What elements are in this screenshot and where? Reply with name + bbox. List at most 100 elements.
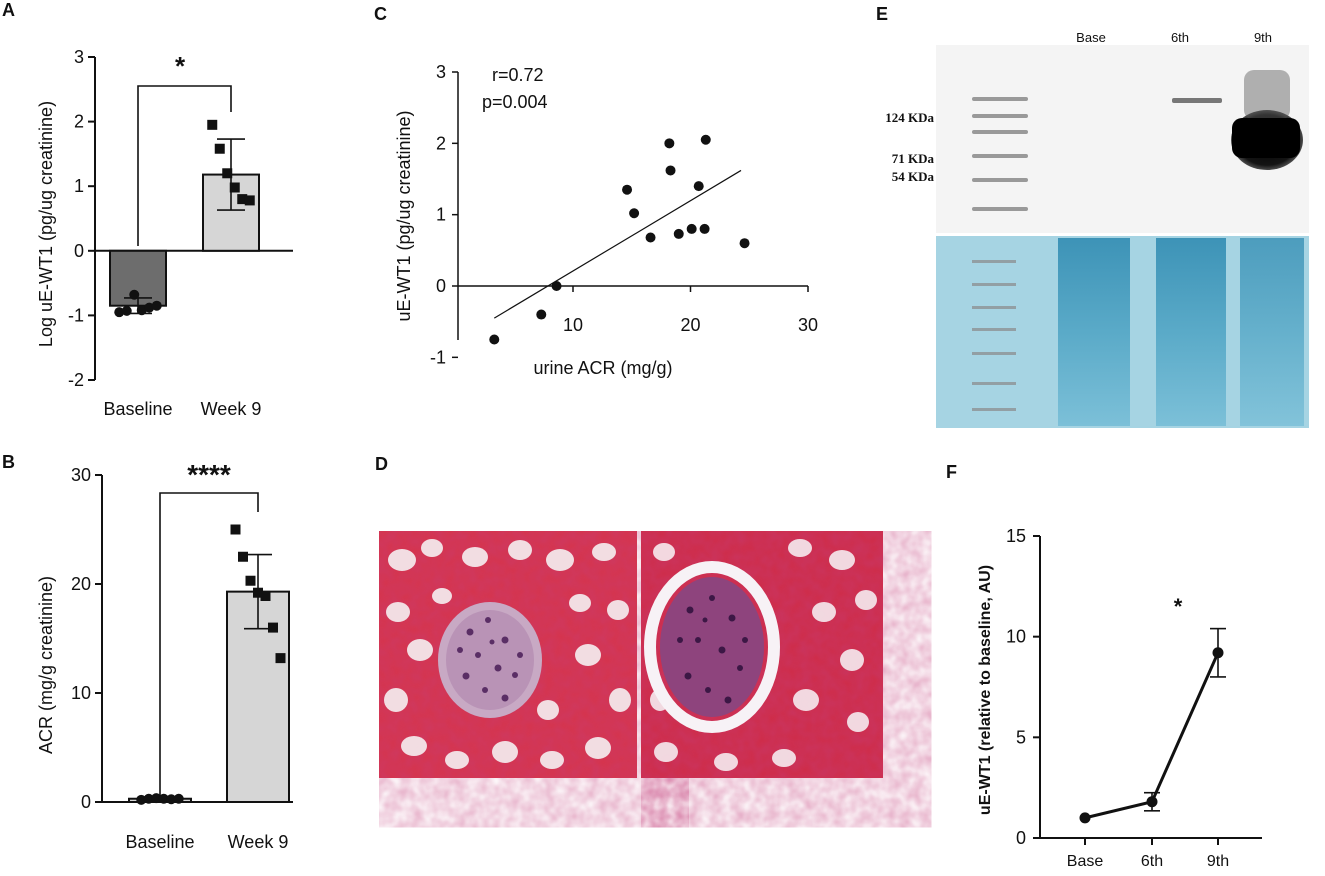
- a-data-point: [229, 182, 240, 193]
- blot-image: [936, 45, 1309, 428]
- b-data-point: [260, 590, 271, 601]
- b-data-point: [158, 793, 169, 804]
- chart-f: 0 5 10 15 Base 6th 9th: [1006, 526, 1262, 870]
- a-category-label: Baseline: [103, 399, 172, 419]
- b-data-point: [253, 587, 263, 598]
- b-y-tick-label: 10: [71, 683, 91, 703]
- panel-b: B 0 10 20 30 Baseline Week 9 ACR (mg/g creati…: [2, 452, 293, 852]
- f-data-point: [1212, 647, 1224, 659]
- c-data-point: [664, 138, 675, 149]
- c-x-tick-label: 10: [563, 315, 583, 335]
- a-y-tick-label: -1: [68, 305, 84, 325]
- a-data-point: [214, 143, 225, 154]
- panel-letter-e: E: [876, 4, 888, 24]
- ylabel-a: Log uE-WT1 (pg/ug creatinine): [36, 101, 56, 347]
- b-data-point: [230, 524, 241, 535]
- stat-p: p=0.004: [482, 92, 548, 112]
- significance-a: *: [175, 51, 186, 81]
- c-y-tick-label: -1: [430, 347, 446, 367]
- panel-letter-f: F: [946, 462, 957, 482]
- c-y-tick-label: 0: [436, 276, 446, 296]
- f-y-tick-label: 15: [1006, 526, 1026, 546]
- a-data-point: [207, 119, 218, 130]
- ylabel-b: ACR (mg/g creatinine): [36, 576, 56, 754]
- marker-label: 71 KDa: [892, 151, 935, 166]
- lane-label-9th: 9th: [1254, 30, 1272, 45]
- significance-f: *: [1174, 594, 1183, 619]
- c-y-tick-label: 2: [436, 133, 446, 153]
- a-y-tick-label: 1: [74, 176, 84, 196]
- b-data-point: [151, 793, 162, 804]
- f-data-point: [1146, 796, 1158, 808]
- b-data-point: [143, 793, 154, 804]
- b-data-point: [268, 622, 278, 633]
- b-data-point: [173, 793, 184, 804]
- f-data-point: [1079, 812, 1091, 824]
- c-data-point: [551, 281, 562, 291]
- c-data-point: [489, 334, 500, 345]
- b-data-point: [166, 794, 177, 805]
- a-data-point: [121, 305, 132, 316]
- b-data-point: [245, 575, 256, 586]
- chart-c: -1 0 1 2 3 10 20 30: [430, 62, 818, 367]
- ylabel-c: uE-WT1 (pg/ug creatinine): [394, 110, 414, 321]
- panel-letter-a: A: [2, 0, 15, 20]
- b-significance-bracket: [159, 492, 259, 796]
- b-data-point: [238, 551, 248, 562]
- c-data-point: [699, 223, 710, 234]
- stat-r: r=0.72: [492, 65, 544, 85]
- marker-label: 54 KDa: [892, 169, 935, 184]
- chart-b: 0 10 20 30 Baseline Week 9: [71, 465, 293, 852]
- c-x-tick-label: 30: [798, 315, 818, 335]
- a-data-point: [129, 289, 140, 300]
- f-x-tick-label: 6th: [1141, 853, 1163, 870]
- f-y-tick-label: 10: [1006, 627, 1026, 647]
- c-data-point: [645, 232, 656, 243]
- a-data-point: [222, 168, 233, 179]
- c-data-point: [693, 181, 704, 192]
- a-data-point: [136, 305, 147, 316]
- marker-label: 124 KDa: [885, 110, 934, 125]
- c-data-point: [739, 238, 750, 249]
- chart-a: -2 -1 0 1 2 3 Baseline Week 9: [68, 47, 293, 419]
- a-data-point: [144, 302, 155, 313]
- b-y-tick-label: 20: [71, 574, 91, 594]
- c-y-tick-label: 1: [436, 205, 446, 225]
- blot-labels: Base 6th 9th 124 KDa 71 KDa 54 KDa: [885, 30, 1272, 184]
- c-x-tick-label: 20: [680, 315, 700, 335]
- b-data-point: [136, 794, 147, 805]
- c-data-point: [629, 208, 640, 219]
- ylabel-f: uE-WT1 (relative to baseline, AU): [977, 565, 994, 815]
- panel-f: F 0 5 10 15 Base 6th 9th uE-WT1 (relative to b…: [946, 462, 1262, 870]
- lane-label-6th: 6th: [1171, 30, 1189, 45]
- panel-e: E: [876, 4, 1309, 428]
- panel-letter-b: B: [2, 452, 15, 472]
- a-category-label: Week 9: [201, 399, 262, 419]
- a-y-tick-label: 0: [74, 241, 84, 261]
- c-data-point: [665, 165, 676, 176]
- f-x-tick-label: Base: [1067, 853, 1104, 870]
- lane-label-base: Base: [1076, 30, 1106, 45]
- b-data-point: [275, 653, 286, 664]
- f-y-tick-label: 0: [1016, 828, 1026, 848]
- panel-letter-c: C: [374, 4, 387, 24]
- panel-letter-d: D: [375, 454, 388, 474]
- panel-d: D: [375, 454, 883, 778]
- c-data-point: [673, 228, 684, 239]
- a-data-point: [244, 195, 255, 206]
- significance-b: ****: [187, 459, 231, 490]
- histology-image-left: [379, 531, 637, 778]
- b-category-label: Baseline: [125, 832, 194, 852]
- a-data-point: [114, 307, 125, 318]
- c-regression-line: [493, 169, 742, 319]
- c-data-point: [700, 134, 711, 145]
- f-x-tick-label: 9th: [1207, 853, 1229, 870]
- a-data-point: [151, 300, 162, 311]
- f-y-tick-label: 5: [1016, 727, 1026, 747]
- c-data-point: [536, 309, 547, 320]
- xlabel-c: urine ACR (mg/g): [533, 358, 672, 378]
- a-data-point: [237, 194, 248, 205]
- a-significance-bracket: [137, 85, 232, 246]
- c-data-point: [622, 184, 633, 195]
